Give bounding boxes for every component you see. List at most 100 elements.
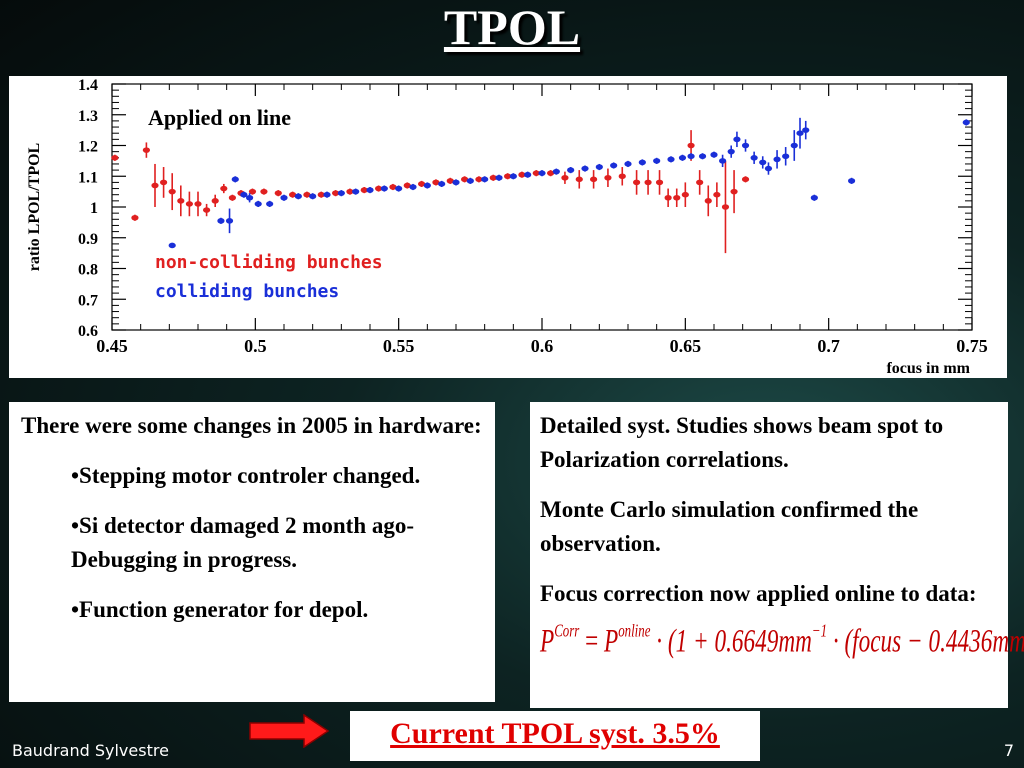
data-point xyxy=(618,173,626,180)
x-tick-label: 0.55 xyxy=(383,336,415,356)
data-point xyxy=(254,201,262,207)
data-point xyxy=(655,179,664,186)
data-point xyxy=(168,242,176,249)
data-point xyxy=(360,187,368,193)
data-point xyxy=(475,176,483,183)
data-point xyxy=(552,168,560,175)
syst-paragraph-3: Focus correction now applied online to d… xyxy=(540,581,977,606)
data-point xyxy=(590,176,598,183)
data-point xyxy=(561,174,569,181)
data-point xyxy=(274,190,282,196)
x-tick-label: 0.45 xyxy=(96,336,128,356)
data-point xyxy=(160,179,168,186)
data-point xyxy=(332,190,340,196)
y-tick-label: 0.9 xyxy=(78,231,98,248)
data-point xyxy=(721,204,730,210)
data-point xyxy=(713,191,721,198)
y-tick-label: 0.6 xyxy=(78,323,98,340)
data-point xyxy=(309,193,317,200)
data-point xyxy=(741,142,750,149)
data-point xyxy=(790,142,798,149)
chart-annotation: Applied on line xyxy=(148,105,291,130)
data-point xyxy=(687,142,695,149)
data-point xyxy=(225,218,234,224)
data-point xyxy=(633,179,641,186)
x-tick-label: 0.75 xyxy=(956,336,988,356)
formula-eq: = xyxy=(579,621,605,659)
data-point xyxy=(704,198,712,204)
data-point xyxy=(211,198,219,204)
data-point xyxy=(538,170,546,176)
data-point xyxy=(337,190,345,196)
data-point xyxy=(673,194,681,201)
data-point xyxy=(604,174,612,181)
data-point xyxy=(730,188,738,195)
chart-panel: 0.45 0.5 0.55 0.6 0.65 0.7 0.75 0.6 0.7 0.8 0.9 1 1.… xyxy=(9,76,1007,378)
data-point xyxy=(489,174,497,181)
data-point xyxy=(248,188,257,195)
data-point xyxy=(432,179,440,186)
data-point xyxy=(446,178,454,184)
data-point xyxy=(782,153,790,160)
y-tick-label: 0.8 xyxy=(78,262,98,279)
data-point xyxy=(194,201,202,207)
data-point xyxy=(246,194,254,201)
data-point xyxy=(418,181,426,187)
data-point xyxy=(317,191,325,198)
legend-non-colliding: non-colliding bunches xyxy=(155,252,383,273)
bullet-si-detector: •Si detector damaged 2 month ago- Debugg… xyxy=(71,513,415,572)
data-point xyxy=(638,159,646,166)
data-point xyxy=(518,171,526,178)
data-point xyxy=(664,194,672,201)
data-point xyxy=(352,188,360,195)
data-point xyxy=(303,191,311,198)
data-point xyxy=(810,194,818,201)
data-point xyxy=(185,201,193,207)
data-point xyxy=(733,136,741,143)
x-tick-label: 0.65 xyxy=(670,336,702,356)
data-point xyxy=(741,176,750,183)
data-point xyxy=(294,193,302,200)
formula-p: P xyxy=(540,621,555,659)
data-point xyxy=(380,185,388,192)
syst-paragraph-1: Detailed syst. Studies shows beam spot t… xyxy=(540,413,944,472)
axis-tick-labels: 0.45 0.5 0.55 0.6 0.65 0.7 0.75 0.6 0.7 0.8 0.9 1 1.… xyxy=(78,77,988,356)
data-point xyxy=(228,194,236,201)
data-point xyxy=(653,158,661,164)
data-point xyxy=(644,179,652,186)
data-point xyxy=(667,156,675,163)
data-point xyxy=(575,176,583,183)
y-tick-label: 1.4 xyxy=(78,77,98,94)
data-point xyxy=(796,130,804,136)
slide-title: TPOL xyxy=(443,0,581,55)
series-non-colliding xyxy=(111,130,750,254)
data-point xyxy=(681,191,689,198)
data-point xyxy=(481,176,489,183)
data-point xyxy=(409,184,417,190)
formula-corr: Corr xyxy=(554,621,580,642)
data-point xyxy=(802,127,810,133)
data-point xyxy=(524,171,532,178)
y-tick-label: 1.1 xyxy=(78,169,98,186)
data-point xyxy=(131,214,139,221)
y-tick-label: 1.3 xyxy=(78,108,98,125)
data-point xyxy=(461,176,469,183)
x-tick-label: 0.5 xyxy=(244,336,267,356)
data-point xyxy=(495,174,503,181)
formula-tail: · (focus − 0.4436mm)) xyxy=(827,621,1024,659)
data-point xyxy=(323,191,331,198)
data-point xyxy=(504,173,512,180)
data-point xyxy=(438,181,446,187)
data-point xyxy=(289,191,297,198)
data-point xyxy=(624,161,632,167)
data-point xyxy=(346,188,354,195)
data-point xyxy=(764,165,773,172)
formula-exp: −1 xyxy=(811,621,828,642)
hardware-changes-box: There were some changes in 2005 in hardw… xyxy=(9,402,495,702)
y-tick-label: 1 xyxy=(90,200,98,217)
y-tick-label: 0.7 xyxy=(78,292,98,309)
data-point xyxy=(532,170,540,176)
data-point xyxy=(168,188,176,195)
data-point xyxy=(217,218,225,224)
data-point xyxy=(848,178,856,184)
